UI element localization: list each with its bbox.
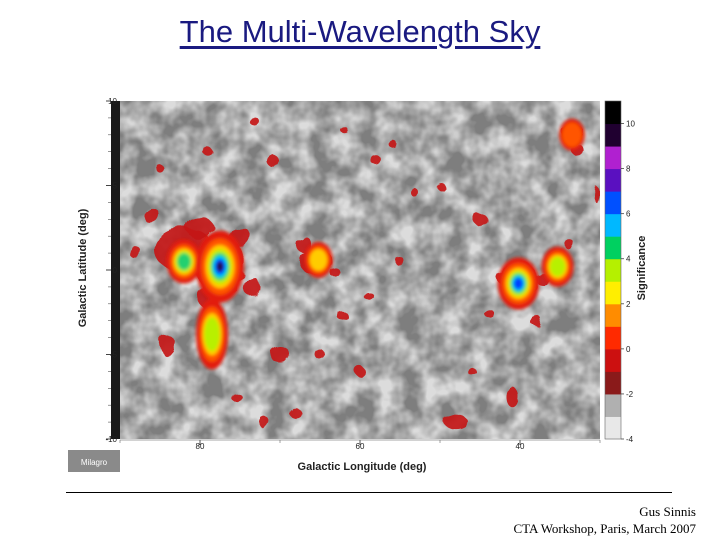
milagro-badge-label: Milagro bbox=[81, 458, 108, 467]
red-region bbox=[231, 391, 241, 402]
colorbar-segment bbox=[605, 191, 621, 215]
red-region bbox=[564, 239, 575, 250]
red-region bbox=[395, 257, 405, 266]
colorbar-segment bbox=[605, 393, 621, 417]
colorbar-segment bbox=[605, 348, 621, 372]
red-region bbox=[160, 336, 176, 357]
source-core-level bbox=[513, 277, 523, 290]
colorbar-segment bbox=[605, 213, 621, 237]
red-region bbox=[270, 346, 290, 363]
slide-footer: Gus Sinnis CTA Workshop, Paris, March 20… bbox=[513, 503, 696, 537]
colorbar-segment bbox=[605, 146, 621, 170]
red-region bbox=[468, 367, 476, 376]
colorbar-tick-label: -2 bbox=[626, 390, 634, 399]
red-region bbox=[315, 349, 325, 360]
colorbar-segment bbox=[605, 236, 621, 260]
footer-author: Gus Sinnis bbox=[639, 504, 696, 519]
source-core-level bbox=[177, 253, 191, 270]
source-core-level bbox=[216, 261, 224, 272]
red-region bbox=[339, 312, 349, 323]
x-axis-label: Galactic Longitude (deg) bbox=[298, 461, 427, 473]
y-tick-label: 10 bbox=[108, 97, 117, 106]
colorbar-frame bbox=[604, 100, 622, 440]
colorbar-segment bbox=[605, 101, 621, 125]
source-core-level bbox=[549, 257, 566, 277]
y-axis: 10 5 0 -5 -10 bbox=[105, 97, 117, 444]
colorbar-tick-label: 4 bbox=[626, 255, 631, 264]
red-region bbox=[506, 386, 518, 407]
source-core-level bbox=[204, 317, 220, 352]
colorbar-segment bbox=[605, 326, 621, 350]
source-cores bbox=[166, 118, 585, 370]
red-region bbox=[363, 291, 373, 300]
x-axis: 80 60 40 bbox=[119, 439, 601, 451]
red-region bbox=[412, 189, 420, 198]
red-region bbox=[444, 415, 468, 430]
red-region bbox=[144, 207, 160, 224]
colorbar-tick-label: 2 bbox=[626, 300, 631, 309]
red-region bbox=[244, 276, 260, 297]
red-region bbox=[259, 416, 269, 429]
axis-strip bbox=[111, 101, 120, 439]
red-region bbox=[290, 408, 302, 419]
source-core-level bbox=[562, 122, 582, 148]
source-core-level bbox=[309, 249, 328, 271]
red-region bbox=[251, 118, 261, 127]
colorbar-tick-label: -4 bbox=[626, 435, 634, 444]
footer-event: CTA Workshop, Paris, March 2007 bbox=[513, 521, 696, 536]
x-tick-label: 40 bbox=[516, 442, 525, 451]
milagro-badge bbox=[68, 450, 120, 472]
x-tick-label: 60 bbox=[356, 442, 365, 451]
y-tick-label: 5 bbox=[113, 182, 118, 191]
colorbar-tick-label: 10 bbox=[626, 120, 635, 129]
colorbar-tick-label: 8 bbox=[626, 165, 631, 174]
x-tick-label: 80 bbox=[196, 442, 205, 451]
red-region bbox=[388, 139, 396, 148]
colorbar-ticks: 10 8 6 4 2 0 -2 -4 bbox=[621, 120, 635, 444]
red-region bbox=[156, 164, 164, 173]
red-region bbox=[331, 268, 341, 279]
colorbar-segment bbox=[605, 281, 621, 305]
y-axis-label: Galactic Latitude (deg) bbox=[77, 208, 89, 327]
red-region bbox=[340, 126, 348, 133]
red-region bbox=[203, 147, 213, 156]
colorbar-label: Significance bbox=[636, 236, 648, 301]
red-region bbox=[355, 366, 365, 377]
significance-colorbar bbox=[604, 100, 622, 440]
colorbar-segment bbox=[605, 168, 621, 192]
red-region bbox=[186, 217, 214, 238]
red-region bbox=[530, 315, 542, 326]
colorbar-segment bbox=[605, 416, 621, 440]
red-region bbox=[266, 154, 278, 167]
red-region bbox=[436, 181, 444, 190]
y-tick-label: -5 bbox=[110, 351, 118, 360]
colorbar-segment bbox=[605, 258, 621, 282]
y-tick-label: 0 bbox=[113, 266, 118, 275]
red-region bbox=[593, 185, 599, 202]
colorbar-segment bbox=[605, 303, 621, 327]
red-region bbox=[483, 308, 493, 317]
colorbar-tick-label: 6 bbox=[626, 210, 631, 219]
colorbar-segment bbox=[605, 123, 621, 147]
y-tick-label: -10 bbox=[105, 435, 117, 444]
red-region bbox=[371, 155, 381, 166]
footer-rule bbox=[66, 492, 672, 493]
red-region bbox=[130, 247, 142, 260]
red-region bbox=[473, 213, 487, 226]
colorbar-segment bbox=[605, 371, 621, 395]
slide-title: The Multi-Wavelength Sky bbox=[179, 14, 541, 49]
colorbar-tick-label: 0 bbox=[626, 345, 631, 354]
